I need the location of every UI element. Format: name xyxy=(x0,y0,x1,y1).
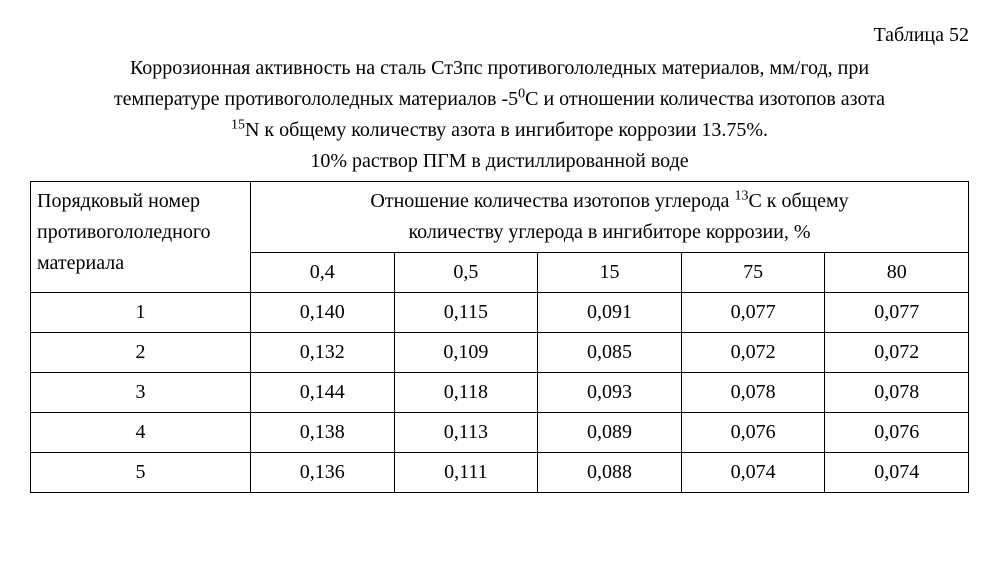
cell: 0,111 xyxy=(394,453,538,493)
row-number: 3 xyxy=(31,373,251,413)
caption-line-4: 10% раствор ПГМ в дистиллированной воде xyxy=(40,146,959,177)
header-span-cell: Отношение количества изотопов углерода 1… xyxy=(251,182,969,253)
caption-line-3: 15N к общему количеству азота в ингибито… xyxy=(40,115,959,146)
header-first-col: Порядковый номер противогололедного мате… xyxy=(31,182,251,293)
caption-line-2: температуре противогололедных материалов… xyxy=(40,84,959,115)
col-header: 80 xyxy=(825,253,969,293)
cell: 0,132 xyxy=(251,333,395,373)
cell: 0,076 xyxy=(825,413,969,453)
cell: 0,115 xyxy=(394,293,538,333)
table-row: 2 0,132 0,109 0,085 0,072 0,072 xyxy=(31,333,969,373)
caption-line-3a: N к общему количеству азота в ингибиторе… xyxy=(245,119,768,141)
cell: 0,074 xyxy=(681,453,825,493)
cell: 0,138 xyxy=(251,413,395,453)
table-row: 3 0,144 0,118 0,093 0,078 0,078 xyxy=(31,373,969,413)
cell: 0,140 xyxy=(251,293,395,333)
table-caption: Коррозионная активность на сталь Ст3пс п… xyxy=(40,53,959,177)
cell: 0,072 xyxy=(681,333,825,373)
table-header-row-1: Порядковый номер противогололедного мате… xyxy=(31,182,969,253)
cell: 0,078 xyxy=(681,373,825,413)
cell: 0,093 xyxy=(538,373,682,413)
data-table: Порядковый номер противогололедного мате… xyxy=(30,181,969,493)
cell: 0,144 xyxy=(251,373,395,413)
caption-line-2b: С и отношении количества изотопов азота xyxy=(525,88,885,110)
row-number: 1 xyxy=(31,293,251,333)
cell: 0,136 xyxy=(251,453,395,493)
caption-line-1: Коррозионная активность на сталь Ст3пс п… xyxy=(40,53,959,84)
cell: 0,077 xyxy=(825,293,969,333)
caption-line-2a: температуре противогололедных материалов… xyxy=(114,88,518,110)
cell: 0,085 xyxy=(538,333,682,373)
col-header: 15 xyxy=(538,253,682,293)
table-row: 4 0,138 0,113 0,089 0,076 0,076 xyxy=(31,413,969,453)
cell: 0,118 xyxy=(394,373,538,413)
table-number-label: Таблица 52 xyxy=(30,20,969,51)
cell: 0,088 xyxy=(538,453,682,493)
cell: 0,109 xyxy=(394,333,538,373)
header-span-c: количеству углерода в ингибиторе коррози… xyxy=(408,221,810,243)
cell: 0,089 xyxy=(538,413,682,453)
row-number: 4 xyxy=(31,413,251,453)
cell: 0,078 xyxy=(825,373,969,413)
cell: 0,074 xyxy=(825,453,969,493)
row-number: 5 xyxy=(31,453,251,493)
cell: 0,076 xyxy=(681,413,825,453)
table-row: 1 0,140 0,115 0,091 0,077 0,077 xyxy=(31,293,969,333)
cell: 0,113 xyxy=(394,413,538,453)
header-first-b: противогололедного xyxy=(37,221,211,243)
cell: 0,077 xyxy=(681,293,825,333)
c13-superscript: 13 xyxy=(734,188,748,203)
header-span-b: С к общему xyxy=(748,190,848,212)
cell: 0,072 xyxy=(825,333,969,373)
n15-superscript: 15 xyxy=(231,117,245,132)
cell: 0,091 xyxy=(538,293,682,333)
header-first-c: материала xyxy=(37,252,124,274)
row-number: 2 xyxy=(31,333,251,373)
col-header: 75 xyxy=(681,253,825,293)
header-first-a: Порядковый номер xyxy=(37,190,200,212)
col-header: 0,5 xyxy=(394,253,538,293)
header-span-a: Отношение количества изотопов углерода xyxy=(370,190,734,212)
col-header: 0,4 xyxy=(251,253,395,293)
table-row: 5 0,136 0,111 0,088 0,074 0,074 xyxy=(31,453,969,493)
